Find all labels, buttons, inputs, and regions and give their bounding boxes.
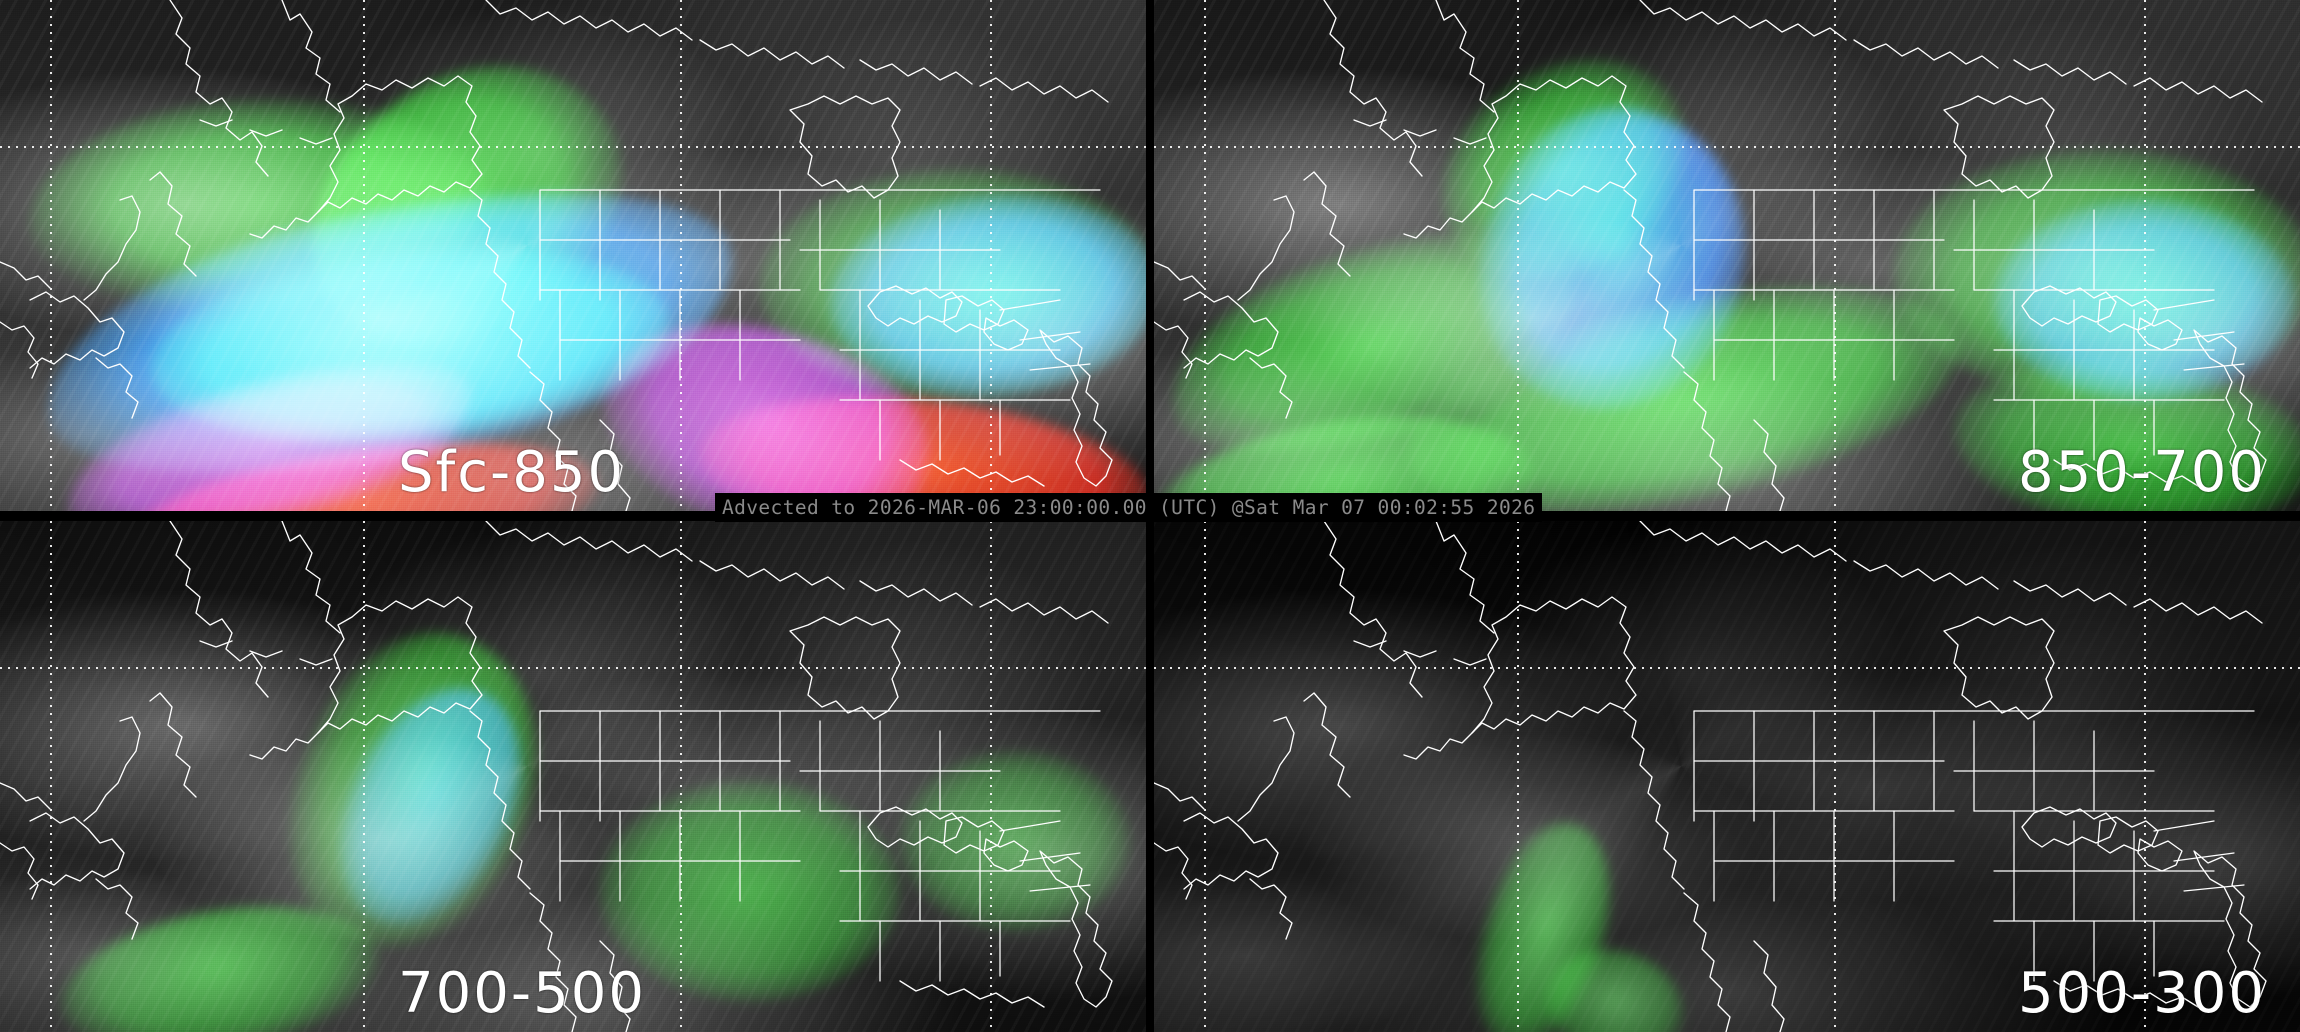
panel-700-500[interactable]: 700-500 xyxy=(0,521,1146,1032)
map-overlay-coastlines xyxy=(0,0,1146,511)
panel-label-sfc-850: Sfc-850 xyxy=(398,440,626,505)
imagery-noise-layer xyxy=(1154,0,2300,511)
timestamp-caption: Advected to 2026-MAR-06 23:00:00.00 (UTC… xyxy=(715,493,1543,522)
moisture-streak-layer xyxy=(1154,521,2300,1032)
panel-label-500-300: 500-300 xyxy=(2018,961,2266,1026)
panel-500-300[interactable]: 500-300 xyxy=(1154,521,2300,1032)
panel-label-700-500: 700-500 xyxy=(398,961,646,1026)
imagery-noise-layer xyxy=(0,0,1146,511)
satellite-imagery-500-300 xyxy=(1154,521,2300,1032)
map-overlay-coastlines xyxy=(1154,521,2300,1032)
cyclonic-swirl-layer xyxy=(1154,521,2300,1032)
map-overlay-coastlines xyxy=(0,521,1146,1032)
imagery-noise-layer xyxy=(0,521,1146,1032)
water-vapor-base-layer xyxy=(1154,521,2300,1032)
satellite-imagery-850-700 xyxy=(1154,0,2300,511)
imagery-noise-layer xyxy=(1154,521,2300,1032)
satellite-imagery-700-500 xyxy=(0,521,1146,1032)
map-overlay-coastlines xyxy=(1154,0,2300,511)
panel-850-700[interactable]: 850-700 xyxy=(1154,0,2300,511)
panel-sfc-850[interactable]: Sfc-850 xyxy=(0,0,1146,511)
panel-label-850-700: 850-700 xyxy=(2018,440,2266,505)
